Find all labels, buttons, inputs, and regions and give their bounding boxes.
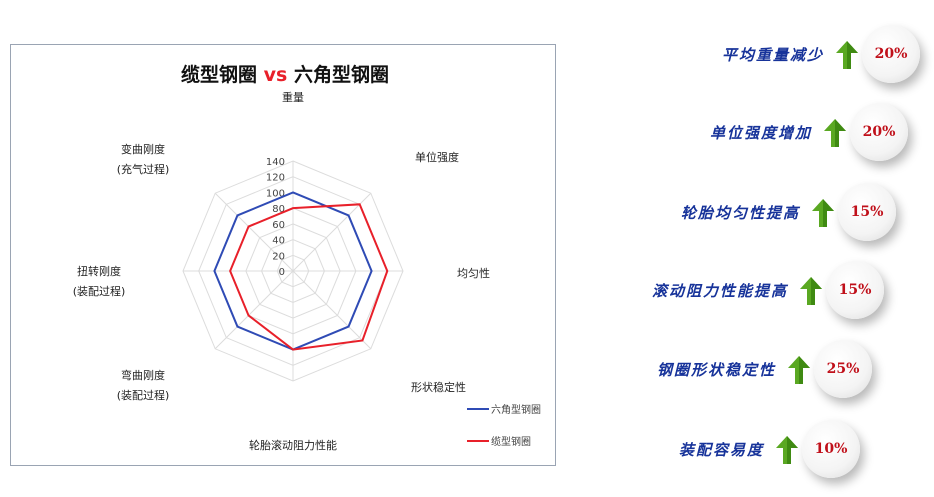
stat-value: 10%	[814, 441, 848, 457]
stat-value-badge: 25%	[814, 340, 872, 398]
axis-label: 均匀性	[457, 266, 490, 280]
stat-value-badge: 15%	[826, 261, 884, 319]
grid-spoke	[214, 192, 294, 272]
legend-label-1: 缆型钢圈	[491, 435, 531, 448]
stat-row: 单位强度增加 20%	[548, 103, 908, 163]
stat-label: 平均重量减少	[721, 46, 824, 64]
stat-label: 装配容易度	[678, 441, 764, 459]
stat-value-badge: 10%	[802, 420, 860, 478]
stat-value-badge: 15%	[838, 183, 896, 241]
improvement-stats: 平均重量减少 20% 单位强度增加 20% 轮胎均匀性提高 15% 滚动阻力性能提高 15% 钢…	[560, 0, 934, 497]
stat-row: 钢圈形状稳定性 25%	[512, 340, 872, 400]
chart-panel: 缆型钢圈 vs 六角型钢圈 0 20 40 60 80 100 120 140 重量单位强度均匀性…	[10, 44, 556, 466]
stat-value: 25%	[826, 361, 860, 377]
green-up-arrow-icon	[812, 199, 834, 227]
chart-title: 缆型钢圈 vs 六角型钢圈	[181, 63, 389, 86]
tick-label: 0	[279, 267, 285, 278]
stat-value: 20%	[874, 46, 908, 62]
stat-value-badge: 20%	[850, 103, 908, 161]
tick-label: 80	[272, 204, 285, 215]
axis-label: 弯曲刚度(装配过程)	[117, 368, 170, 402]
stat-value: 20%	[862, 124, 896, 140]
grid-spoke	[214, 270, 294, 350]
axis-label: 形状稳定性	[411, 380, 466, 394]
stat-label: 轮胎均匀性提高	[680, 204, 800, 222]
legend-label-0: 六角型钢圈	[491, 403, 541, 416]
green-up-arrow-icon	[788, 356, 810, 384]
axis-label: 单位强度	[415, 150, 459, 164]
axis-label: 变曲刚度(充气过程)	[117, 142, 170, 176]
green-up-arrow-icon	[836, 41, 858, 69]
tick-label: 120	[266, 173, 285, 184]
green-up-arrow-icon	[824, 119, 846, 147]
tick-label: 100	[266, 188, 285, 199]
radar-chart: 缆型钢圈 vs 六角型钢圈 0 20 40 60 80 100 120 140 重量单位强度均匀性…	[73, 63, 541, 452]
stat-label: 钢圈形状稳定性	[656, 361, 776, 379]
stat-row: 装配容易度 10%	[500, 420, 860, 480]
stat-row: 轮胎均匀性提高 15%	[536, 183, 896, 243]
grid-spoke	[292, 192, 372, 272]
stat-value-badge: 20%	[862, 25, 920, 83]
axis-label: 重量	[282, 90, 304, 104]
green-up-arrow-icon	[776, 436, 798, 464]
tick-label: 60	[272, 220, 285, 231]
stat-label: 单位强度增加	[709, 124, 812, 142]
stat-label: 滚动阻力性能提高	[651, 282, 788, 300]
axis-label: 扭转刚度(装配过程)	[73, 264, 126, 298]
axis-label: 轮胎滚动阻力性能	[249, 438, 337, 452]
stat-value: 15%	[850, 204, 884, 220]
green-up-arrow-icon	[800, 277, 822, 305]
series-line-1	[229, 203, 389, 351]
stat-value: 15%	[838, 282, 872, 298]
stat-row: 平均重量减少 20%	[560, 25, 920, 85]
grid-spoke	[292, 270, 372, 350]
tick-label: 20	[272, 251, 285, 262]
stat-row: 滚动阻力性能提高 15%	[524, 261, 884, 321]
tick-label: 40	[272, 236, 285, 247]
tick-label: 140	[266, 157, 285, 168]
